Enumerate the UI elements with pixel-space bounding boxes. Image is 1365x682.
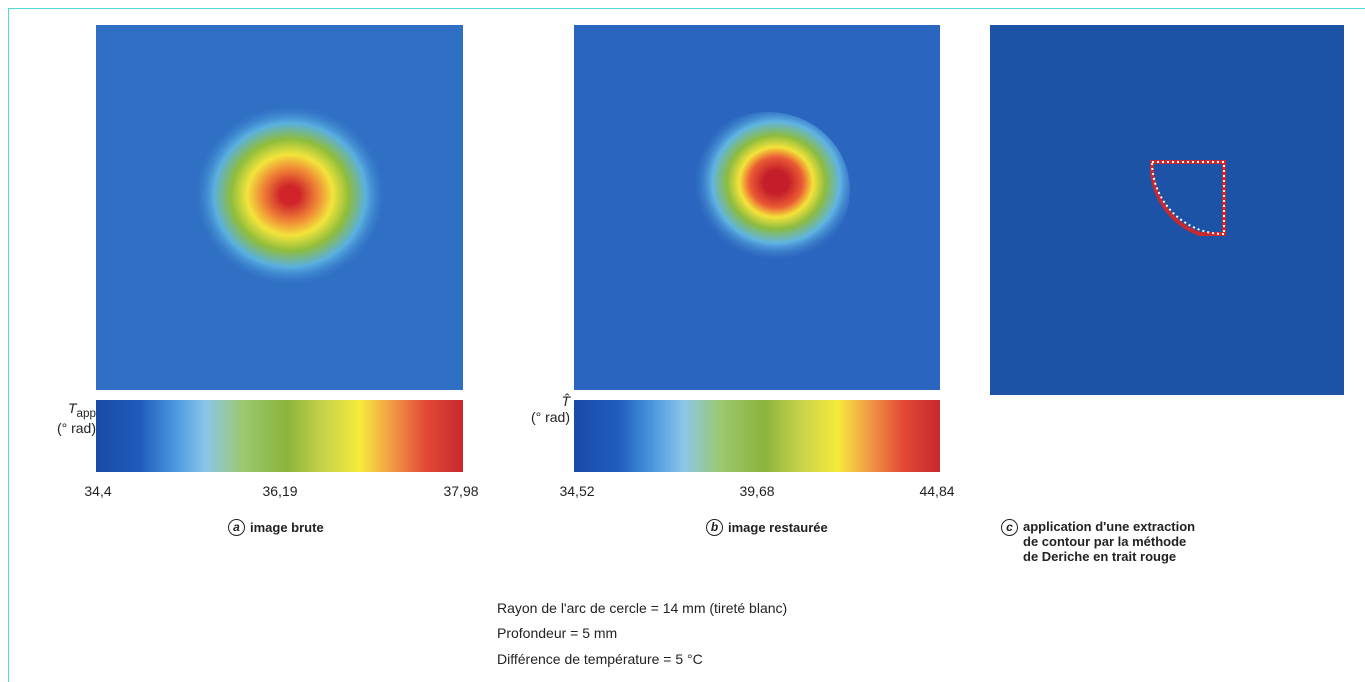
figures	[0, 0, 1365, 682]
caption-line: de Deriche en trait rouge	[1023, 549, 1176, 564]
letter: a	[228, 519, 245, 536]
tick-label: 36,19	[262, 483, 297, 499]
scale-label: Tapp(° rad)	[40, 400, 96, 436]
page: Tapp(° rad) 34,4 36,19 37,98 aimage brut…	[0, 0, 1365, 682]
color-bar	[96, 400, 463, 472]
tick-label: 34,52	[559, 483, 594, 499]
color-bar	[574, 400, 940, 472]
caption: a image brute	[228, 519, 324, 536]
hot-spot	[686, 112, 850, 268]
letter: c	[1001, 519, 1018, 536]
caption-text: image restaurée	[728, 520, 828, 535]
caption-line: de contour par la méthode	[1023, 534, 1186, 549]
note: Profondeur = 5 mm	[497, 625, 617, 641]
caption-line: application d'une extraction	[1023, 519, 1195, 534]
tick-label: 37,98	[443, 483, 478, 499]
tick-label: 34,4	[84, 483, 111, 499]
tick-label: 39,68	[739, 483, 774, 499]
subscript: app	[77, 407, 96, 420]
symbol: T̂	[561, 393, 570, 409]
scale-label: T̂(° rad)	[510, 393, 570, 425]
note: Différence de température = 5 °C	[497, 651, 703, 667]
hot-spot	[195, 105, 385, 285]
note: Rayon de l'arc de cercle = 14 mm (tireté…	[497, 600, 787, 616]
tick-label: 44,84	[919, 483, 954, 499]
caption: b image restaurée	[706, 519, 828, 536]
unit: (° rad)	[57, 420, 96, 436]
symbol: T	[68, 400, 77, 416]
caption-text: image brute	[250, 520, 324, 535]
letter: b	[706, 519, 723, 536]
unit: (° rad)	[531, 409, 570, 425]
